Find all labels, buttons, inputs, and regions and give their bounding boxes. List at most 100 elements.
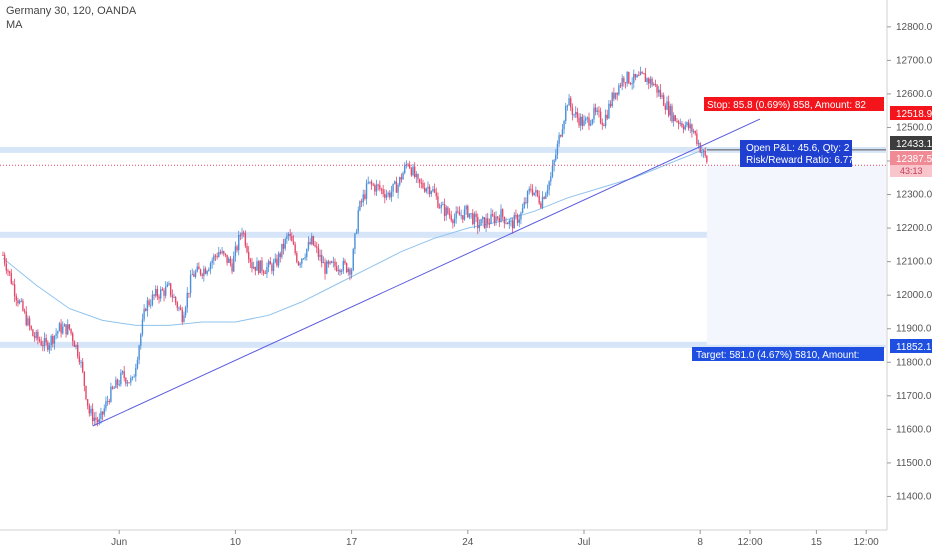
candle-body: [150, 304, 152, 306]
candle-body: [606, 114, 608, 119]
candle-body: [73, 341, 76, 348]
candle-body: [98, 418, 100, 423]
candle-body: [301, 258, 303, 264]
candle-body: [697, 143, 700, 145]
candle-body: [362, 194, 364, 203]
candle-body: [599, 111, 602, 123]
candle-body: [133, 376, 135, 378]
pnl-box[interactable]: Open P&L: 45.6, Qty: 2 Risk/Reward Ratio…: [740, 140, 854, 167]
candle-body: [691, 124, 693, 132]
target-box[interactable]: Target: 581.0 (4.67%) 5810, Amount:: [692, 347, 884, 361]
candle-body: [526, 191, 529, 203]
candle-body: [289, 233, 291, 236]
candle-body: [196, 266, 198, 272]
candle-body: [189, 275, 192, 293]
candle-body: [25, 311, 27, 325]
stop-label: Stop: 85.8 (0.69%) 858, Amount: 82: [707, 100, 866, 111]
candle-body: [674, 115, 676, 122]
candle-body: [402, 172, 404, 180]
candle-body: [216, 256, 218, 258]
candle-body: [254, 266, 257, 271]
candle-body: [437, 196, 439, 208]
price-tag-entry: 12433.1: [890, 136, 932, 150]
x-tick-label: 12:00: [854, 537, 879, 548]
candle-body: [106, 401, 109, 403]
candle-body: [251, 262, 253, 269]
candle-body: [409, 164, 411, 169]
candle-body: [638, 75, 640, 77]
candle-body: [682, 126, 685, 130]
symbol-title: Germany 30, 120, OANDA: [6, 5, 137, 17]
stop-box[interactable]: Stop: 85.8 (0.69%) 858, Amount: 82: [704, 97, 884, 111]
candle-body: [394, 181, 396, 184]
candle-body: [689, 124, 691, 129]
candle-body: [33, 336, 36, 338]
candle-body: [229, 258, 232, 264]
candle-body: [535, 190, 537, 193]
candle-body: [626, 71, 628, 84]
candle-body: [384, 193, 386, 198]
y-tick-label: 12000.0: [896, 290, 932, 301]
trendline[interactable]: [92, 118, 761, 427]
candle-body: [146, 300, 149, 311]
time-axis[interactable]: Jun 10 17 24 Jul 8 12:00 15 12:00: [0, 529, 887, 548]
candle-body: [130, 378, 132, 383]
candle-body: [40, 341, 42, 346]
price-tag-last: 12387.5: [890, 151, 932, 165]
candle-body: [604, 114, 607, 126]
candle-body: [219, 252, 222, 254]
candle-body: [377, 184, 379, 186]
candle-body: [659, 89, 662, 97]
candle-body: [153, 294, 155, 296]
candle-body: [307, 241, 310, 249]
candle-body: [221, 251, 223, 254]
candle-body: [173, 297, 175, 299]
candle-body: [641, 71, 643, 74]
candle-body: [231, 263, 233, 272]
candle-body: [389, 192, 391, 198]
candle-body: [269, 261, 271, 265]
y-tick-label: 12500.0: [896, 122, 932, 133]
candle-body: [181, 309, 183, 323]
candle-body: [264, 273, 266, 275]
candle-body: [374, 185, 376, 192]
candle-body: [296, 253, 298, 262]
y-tick-label: 12800.0: [896, 22, 932, 33]
candle-body: [520, 212, 522, 220]
x-tick-label: Jun: [111, 537, 127, 548]
y-tick-label: 11400.0: [896, 491, 932, 502]
candle-body: [405, 164, 408, 166]
candle-body: [661, 95, 663, 97]
candle-body: [561, 129, 564, 137]
candle-body: [596, 110, 598, 112]
candle-body: [458, 212, 461, 216]
candle-body: [501, 209, 504, 217]
candle-body: [508, 220, 510, 225]
candle-body: [611, 92, 613, 107]
candle-body: [379, 185, 381, 189]
candle-body: [60, 323, 62, 334]
target-area: [706, 165, 886, 345]
candle-body: [332, 261, 335, 263]
candle-body: [699, 143, 701, 153]
candle-body: [113, 387, 115, 389]
candle-body: [70, 328, 72, 334]
candle-body: [322, 262, 325, 264]
candle-body: [455, 211, 457, 219]
price-tag-stop: 12518.9: [890, 106, 932, 120]
candle-body: [359, 201, 361, 211]
candle-body: [656, 84, 658, 93]
candle-body: [121, 371, 124, 373]
price-axis[interactable]: 11400.0 11500.0 11600.0 11700.0 11800.0 11900…: [886, 0, 932, 530]
candle-body: [516, 214, 519, 223]
candle-body: [528, 188, 530, 192]
candle-body: [304, 257, 306, 259]
candle-body: [30, 326, 32, 330]
candle-body: [648, 78, 650, 84]
candle-body: [324, 262, 326, 274]
candle-body: [276, 258, 278, 266]
candle-body: [176, 302, 178, 308]
ma-line: [2, 147, 708, 326]
candle-body: [415, 174, 418, 177]
